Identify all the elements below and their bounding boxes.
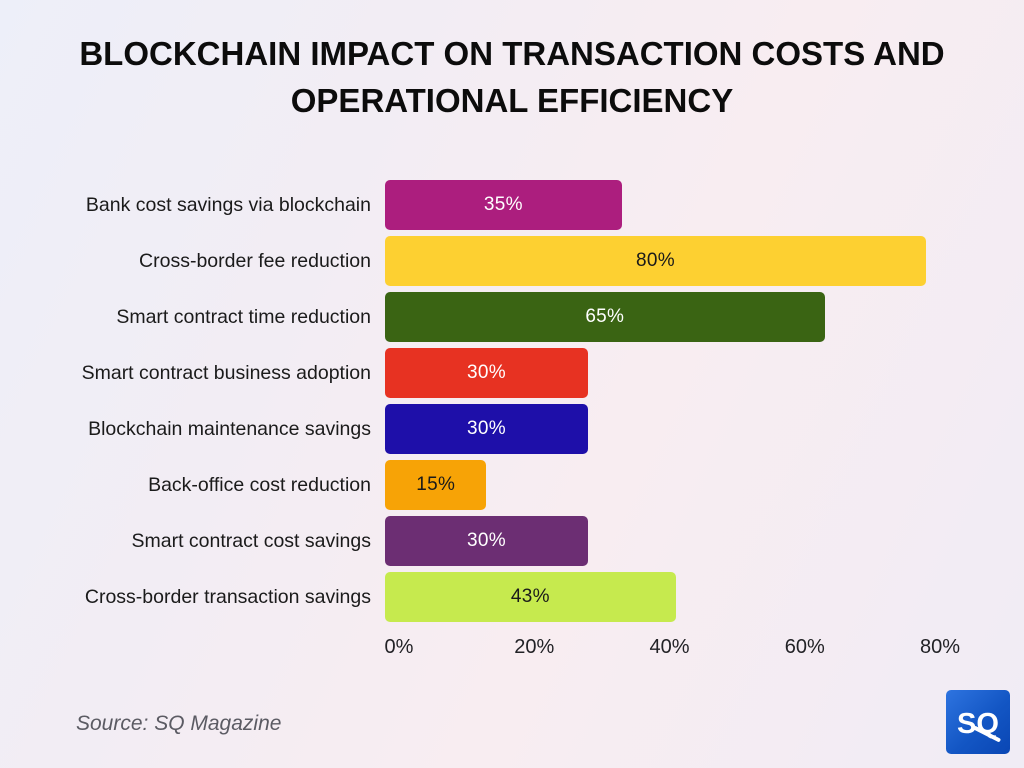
bar-row: Cross-border transaction savings 43% <box>60 572 940 622</box>
category-label: Blockchain maintenance savings <box>88 417 371 440</box>
bar: 30% <box>385 404 588 454</box>
bar-value-label: 35% <box>483 194 523 215</box>
bar: 15% <box>385 460 487 510</box>
category-label: Smart contract time reduction <box>116 305 371 328</box>
x-axis-tick-label: 40% <box>649 636 690 658</box>
x-axis: 0% 20% 40% 60% 80% <box>385 628 960 662</box>
category-label: Smart contract business adoption <box>81 361 371 384</box>
category-label: Cross-border transaction savings <box>84 585 371 608</box>
bar-track: 15% <box>385 460 926 510</box>
bar-value-label: 43% <box>510 586 550 607</box>
bar: 80% <box>385 236 926 286</box>
bar: 35% <box>385 180 622 230</box>
source-attribution: Source: SQ Magazine <box>76 712 282 735</box>
bar-row: Blockchain maintenance savings 30% <box>60 404 940 454</box>
bar-row: Back-office cost reduction 15% <box>60 460 940 510</box>
bar-value-label: 80% <box>636 250 675 271</box>
bar: 65% <box>385 292 825 342</box>
bar-track: 30% <box>385 348 926 398</box>
bar-value-label: 15% <box>416 474 456 495</box>
bar-value-label: 30% <box>466 362 506 383</box>
bar: 30% <box>385 348 588 398</box>
x-axis-tick-label: 0% <box>384 636 414 658</box>
bar-track: 30% <box>385 516 926 566</box>
x-axis-tick-label: 20% <box>514 636 555 658</box>
category-label: Bank cost savings via blockchain <box>85 193 371 216</box>
category-label: Cross-border fee reduction <box>139 249 371 272</box>
bar-chart: Bank cost savings via blockchain 35% Cross… <box>60 180 960 662</box>
bar-track: 65% <box>385 292 926 342</box>
bar-row: Smart contract time reduction 65% <box>60 292 940 342</box>
x-axis-tick-label: 80% <box>919 636 961 658</box>
bar: 43% <box>385 572 676 622</box>
category-label: Smart contract cost savings <box>131 529 371 552</box>
bar-value-label: 65% <box>585 306 625 327</box>
bar-row: Smart contract business adoption 30% <box>60 348 940 398</box>
x-axis-tick-label: 60% <box>784 636 825 658</box>
sq-magazine-logo: SQ <box>946 690 1010 754</box>
bar-track: 80% <box>385 236 926 286</box>
category-label: Back-office cost reduction <box>148 473 371 496</box>
bar-value-label: 30% <box>466 530 506 551</box>
bar-track: 35% <box>385 180 926 230</box>
bar-value-label: 30% <box>466 418 506 439</box>
bar-row: Bank cost savings via blockchain 35% <box>60 180 940 230</box>
chart-title: BLOCKCHAIN IMPACT ON TRANSACTION COSTS A… <box>79 35 945 119</box>
bar-row: Smart contract cost savings 30% <box>60 516 940 566</box>
bar-track: 43% <box>385 572 926 622</box>
bar: 30% <box>385 516 588 566</box>
bar-track: 30% <box>385 404 926 454</box>
bar-row: Cross-border fee reduction 80% <box>60 236 940 286</box>
bar-rows: Bank cost savings via blockchain 35% Cross… <box>60 180 940 622</box>
